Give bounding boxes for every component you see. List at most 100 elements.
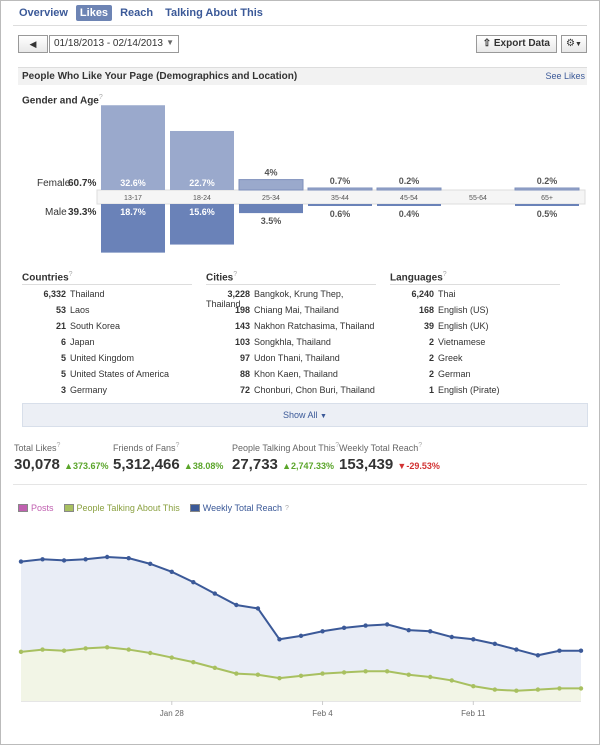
data-point[interactable] — [277, 675, 282, 681]
data-point[interactable] — [341, 670, 347, 675]
data-point[interactable] — [191, 659, 196, 665]
data-point[interactable] — [277, 637, 282, 642]
data-point[interactable] — [61, 648, 67, 653]
data-point[interactable] — [234, 671, 239, 676]
data-point[interactable] — [363, 669, 368, 674]
male-bar[interactable] — [101, 204, 165, 253]
data-point[interactable] — [320, 629, 325, 634]
data-point[interactable] — [104, 645, 110, 650]
date-range-select[interactable]: 01/18/2013 - 02/14/2013 ▼ — [49, 35, 179, 53]
data-point[interactable] — [578, 686, 584, 691]
data-point[interactable] — [83, 557, 88, 562]
data-point[interactable] — [557, 648, 562, 653]
data-point[interactable] — [535, 653, 541, 658]
legend-swatch — [18, 504, 28, 512]
data-point[interactable] — [363, 623, 368, 628]
data-point[interactable] — [40, 557, 45, 562]
data-point[interactable] — [449, 678, 454, 683]
legend-reach[interactable]: Weekly Total Reach? — [189, 503, 289, 513]
show-all-button[interactable]: Show All ▼ — [22, 403, 588, 427]
data-point[interactable] — [212, 665, 218, 671]
data-point[interactable] — [191, 579, 196, 585]
item-label: United States of America — [70, 369, 170, 379]
tab-talking-about-this[interactable]: Talking About This — [165, 7, 263, 19]
metric-friends-of-fans: Friends of Fans? 5,312,466 ▲38.08% — [113, 442, 223, 473]
help-icon: ? — [68, 271, 73, 278]
divider — [13, 25, 587, 26]
data-point[interactable] — [18, 649, 24, 655]
data-point[interactable] — [535, 687, 541, 692]
data-point[interactable] — [492, 641, 498, 647]
data-point[interactable] — [514, 647, 519, 652]
male-bar[interactable] — [377, 204, 441, 206]
data-point[interactable] — [384, 622, 390, 627]
data-point[interactable] — [169, 655, 174, 660]
female-bar[interactable] — [514, 187, 580, 191]
data-point[interactable] — [298, 633, 304, 639]
data-point[interactable] — [212, 591, 218, 596]
item-count: 21 — [55, 321, 66, 331]
data-point[interactable] — [126, 647, 131, 652]
male-bar[interactable] — [239, 204, 303, 214]
data-point[interactable] — [428, 674, 433, 680]
settings-button[interactable]: ⚙▼ — [561, 35, 587, 53]
data-point[interactable] — [341, 625, 347, 631]
data-point[interactable] — [234, 602, 239, 608]
data-point[interactable] — [492, 687, 498, 692]
metric-value: 153,439 — [339, 456, 394, 473]
trend-line-chart: Jan 28 Feb 4 Feb 11 — [18, 554, 584, 718]
help-icon: ? — [98, 94, 103, 101]
data-point[interactable] — [406, 672, 411, 677]
male-bar[interactable] — [308, 204, 372, 206]
female-bar[interactable] — [170, 130, 234, 190]
data-point[interactable] — [406, 627, 411, 633]
data-point[interactable] — [298, 673, 304, 679]
legend-label: Posts — [31, 503, 54, 513]
data-point[interactable] — [578, 648, 584, 653]
data-point[interactable] — [255, 606, 261, 611]
data-point[interactable] — [18, 559, 24, 564]
female-bar[interactable] — [101, 105, 165, 190]
item-count: 6,332 — [43, 289, 66, 299]
data-point[interactable] — [514, 688, 519, 693]
item-count: 103 — [234, 337, 250, 347]
data-point[interactable] — [320, 671, 325, 676]
see-likes-link[interactable]: See Likes — [545, 71, 585, 81]
data-point[interactable] — [126, 555, 131, 561]
metric-change: 373.67% — [72, 461, 109, 471]
legend-posts[interactable]: Posts — [18, 503, 54, 513]
data-point[interactable] — [61, 558, 67, 563]
data-point[interactable] — [83, 646, 88, 651]
item-count: 5 — [60, 353, 66, 363]
data-point[interactable] — [40, 647, 45, 652]
data-point[interactable] — [169, 569, 174, 575]
previous-range-button[interactable]: ◀ — [18, 35, 48, 53]
data-point[interactable] — [148, 650, 153, 656]
data-point[interactable] — [428, 629, 433, 634]
data-point[interactable] — [471, 683, 476, 689]
metric-title: People Talking About This — [232, 443, 336, 453]
tab-overview[interactable]: Overview — [19, 7, 68, 19]
female-bar[interactable] — [376, 187, 442, 191]
legend-talking[interactable]: People Talking About This — [63, 503, 180, 513]
female-bar[interactable] — [307, 187, 373, 191]
data-point[interactable] — [449, 634, 454, 640]
item-count: 168 — [418, 305, 434, 315]
male-bar[interactable] — [515, 204, 579, 206]
data-point[interactable] — [104, 554, 110, 560]
export-data-button[interactable]: ⇧ Export Data — [475, 35, 557, 53]
list-item: 5 United Kingdom — [22, 353, 192, 363]
male-bar[interactable] — [170, 204, 234, 245]
tab-likes[interactable]: Likes — [75, 5, 113, 21]
male-value-label: 18.7% — [120, 207, 146, 217]
data-point[interactable] — [557, 686, 562, 691]
age-group-label: 13-17 — [124, 195, 142, 202]
tab-reach[interactable]: Reach — [120, 7, 154, 19]
data-point[interactable] — [255, 672, 261, 677]
trend-up-icon: ▲ — [183, 461, 193, 471]
data-point[interactable] — [384, 669, 390, 674]
item-count: 143 — [234, 321, 250, 331]
female-bar[interactable] — [238, 179, 304, 191]
data-point[interactable] — [471, 637, 476, 642]
data-point[interactable] — [148, 561, 153, 567]
